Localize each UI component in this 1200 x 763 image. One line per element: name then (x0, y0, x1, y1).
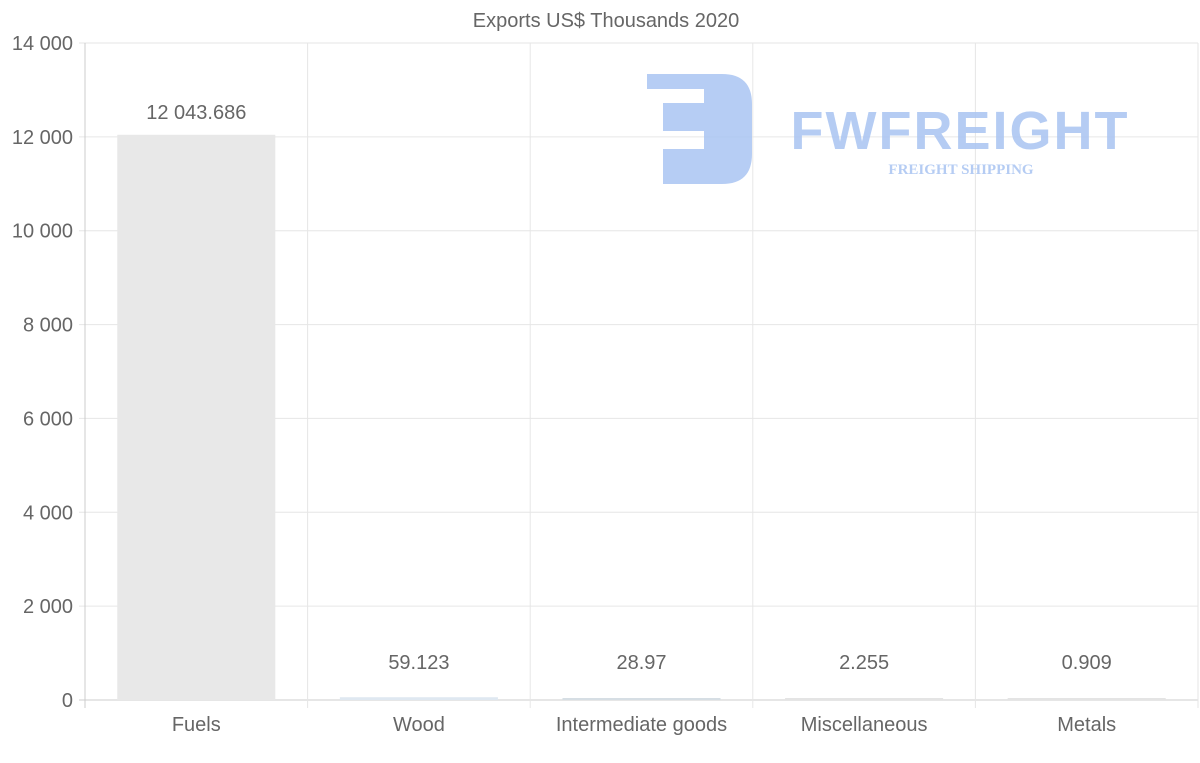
x-axis-ticks: Fuels Wood Intermediate goods Miscellaneous… (172, 714, 1116, 736)
watermark-logo: FWFREIGHT FREIGHT SHIPPING (647, 74, 1130, 184)
watermark-brand: FWFREIGHT (791, 101, 1130, 161)
x-tick-label: Intermediate goods (556, 714, 727, 736)
data-label: 2.255 (839, 652, 889, 674)
x-tick-label: Wood (393, 714, 445, 736)
y-tick-label: 10 000 (12, 221, 73, 243)
bar-miscellaneous (785, 698, 944, 700)
x-tick-label: Miscellaneous (801, 714, 928, 736)
logo-mark-icon (647, 74, 752, 184)
y-tick-label: 14 000 (12, 33, 73, 55)
data-label: 59.123 (388, 652, 449, 674)
data-label: 28.97 (616, 652, 666, 674)
y-tick-label: 8 000 (23, 315, 73, 337)
y-tick-label: 6 000 (23, 408, 73, 430)
bar-metals (1007, 698, 1166, 700)
bars (117, 134, 1166, 701)
y-tick-label: 12 000 (12, 127, 73, 149)
y-tick-label: 4 000 (23, 502, 73, 524)
bar-wood (339, 697, 498, 700)
y-tick-label: 0 (62, 690, 73, 712)
y-tick-label: 2 000 (23, 596, 73, 618)
bar-intermediate-goods (562, 698, 721, 700)
watermark-tagline: FREIGHT SHIPPING (888, 162, 1033, 178)
x-tick-label: Metals (1057, 714, 1116, 736)
x-tick-label: Fuels (172, 714, 221, 736)
chart-title: Exports US$ Thousands 2020 (473, 10, 739, 32)
bar-fuels (117, 134, 276, 701)
data-label: 0.909 (1062, 652, 1112, 674)
data-label: 12 043.686 (146, 102, 246, 124)
data-labels: 12 043.686 59.123 28.97 2.255 0.909 (146, 102, 1111, 674)
y-axis-ticks: 0 2 000 4 000 6 000 8 000 10 000 12 000 14 000 (12, 33, 73, 712)
